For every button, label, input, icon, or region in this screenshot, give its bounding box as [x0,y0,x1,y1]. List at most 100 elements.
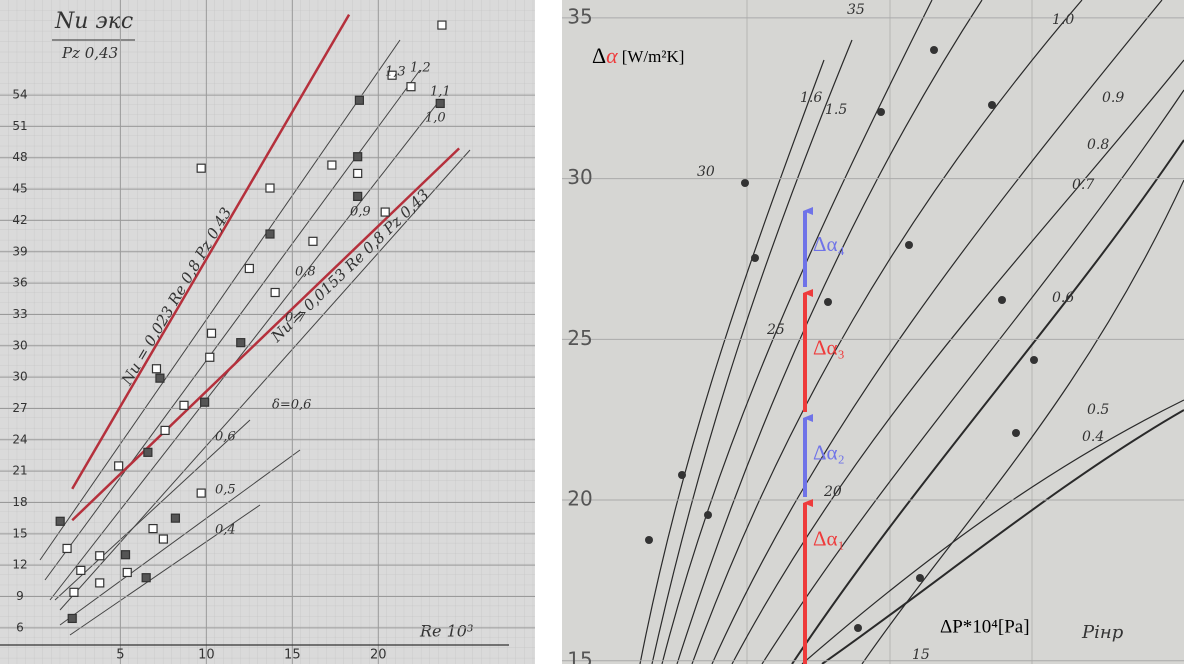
point [381,208,389,216]
y-tick-label: 33 [12,307,27,321]
y-tick-label: 30 [12,338,27,352]
point [197,489,205,497]
y-label: Δα[W/m²K] [592,43,684,68]
curve-label: 30 [697,164,715,180]
point [309,237,317,245]
curve-label: 35 [847,2,865,18]
increment-label: Δα₁ [813,526,845,550]
y-tick-label: 30 [12,370,27,384]
curve-label: 15 [912,647,930,663]
y-tick-label: 48 [12,150,27,164]
point [77,566,85,574]
point [266,184,274,192]
y-tick-label: 12 [12,558,27,572]
point [115,462,123,470]
curve-label: 0,4 [215,523,236,538]
point [245,264,253,272]
point [152,365,160,373]
point [161,426,169,434]
point [354,192,362,200]
y-tick-label: 24 [12,432,27,446]
curve-label: 0.6 [1052,290,1074,306]
point [122,551,130,559]
point [144,448,152,456]
y-tick-label: 30 [567,165,592,189]
y-tick-label: 51 [12,119,27,133]
point [96,552,104,560]
y-tick-label: 21 [12,464,27,478]
point [123,568,131,576]
y-tick-label: 6 [16,620,24,634]
point [354,169,362,177]
y-tick-label: 15 [567,647,592,664]
curve-label: 0.4 [1082,429,1104,445]
y-tick-label: 42 [12,213,27,227]
curve-label: δ=0,6 [272,398,311,413]
curve-label: 0.8 [1087,137,1109,153]
point [159,535,167,543]
y-label-unit: [W/m²K] [622,47,685,66]
increment-label: Δα₄ [813,232,845,256]
point [63,544,71,552]
y-tick-label: 35 [567,4,592,28]
point [328,161,336,169]
curve-label: 0,5 [215,483,236,498]
point [56,517,64,525]
point [354,153,362,161]
right-chart: Δα[W/m²K] ΔP*10⁴[Pa] Pінр 15202530351.61… [562,0,1184,664]
curve-label: 0,9 [350,205,371,220]
curve-label: 1.0 [1052,12,1074,28]
y-tick-label: 18 [12,495,27,509]
point [436,99,444,107]
x-label-note: Pінр [1081,622,1124,643]
curve-label: 1.6 [800,90,822,106]
x-tick-label: 15 [284,648,301,663]
curve-label: 0,6 [215,430,236,445]
point [271,289,279,297]
curve-label: 20 [823,484,842,500]
curve-label: 0,8 [295,265,316,280]
y-label-top: Nu экс [54,9,133,34]
y-tick-label: 54 [12,88,27,102]
point [171,514,179,522]
point [142,574,150,582]
point [438,21,446,29]
y-tick-label: 45 [12,182,27,196]
point [180,401,188,409]
curve-label: 1,0 [425,111,446,126]
point [206,353,214,361]
point [96,579,104,587]
y-tick-label: 20 [567,487,592,511]
curve-label: 1,1 [430,85,451,100]
curve-label: 25 [766,322,785,338]
y-tick-label: 25 [567,326,592,350]
x-tick-label: 5 [116,648,124,663]
increment-label: Δα₂ [813,440,845,464]
y-tick-label: 27 [12,401,27,415]
point [266,230,274,238]
curve-label: 1,3 [385,65,406,80]
paper [562,0,1184,664]
x-label: Re 10³ [419,622,473,641]
y-tick-label: 36 [12,276,27,290]
y-label-alpha: α [606,43,618,68]
curve-label: 1.5 [825,102,847,118]
y-tick-label: 39 [12,244,27,258]
curve-label: 0.5 [1087,402,1109,418]
increment-label: Δα₃ [813,335,845,359]
point [407,83,415,91]
point [149,525,157,533]
curve-label: 0,7 [285,311,306,326]
point [156,374,164,382]
x-tick-label: 10 [198,648,215,663]
curve-label: 1,2 [410,61,431,76]
curve-label: 0.9 [1102,90,1124,106]
y-tick-label: 9 [16,589,24,603]
point [208,329,216,337]
point [237,339,245,347]
y-tick-label: 15 [12,526,27,540]
page: Nu экс Pz 0,43 Re 10³ 545148454239363330… [0,0,1184,664]
x-tick-label: 20 [370,648,387,663]
point [201,398,209,406]
point [68,614,76,622]
